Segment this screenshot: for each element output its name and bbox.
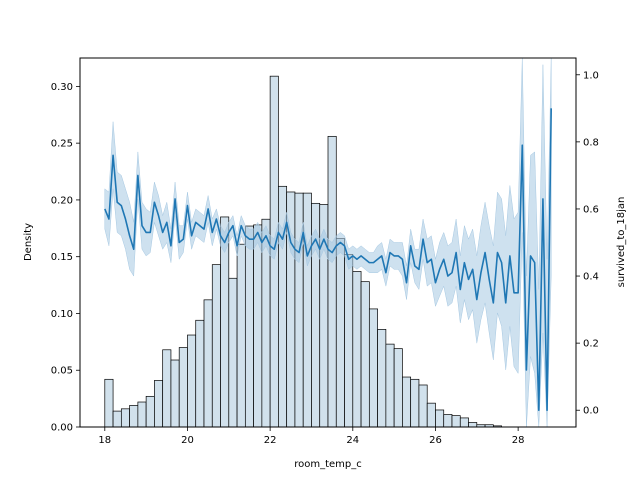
left-y-tick-label: 0.15	[51, 252, 73, 263]
histogram-bar	[154, 380, 164, 428]
histogram-bar	[368, 308, 378, 428]
histogram-bar	[352, 271, 362, 428]
histogram-bar	[129, 405, 139, 428]
right-y-tick-label: 0.6	[583, 204, 599, 215]
histogram-bar	[402, 376, 412, 428]
histogram-bar	[211, 264, 221, 428]
plot-frame	[79, 57, 577, 428]
left-y-tick-label: 0.25	[51, 139, 73, 150]
histogram-bar	[187, 334, 197, 428]
histogram-bar	[228, 277, 238, 428]
histogram-bar	[120, 408, 130, 428]
histogram-bar	[327, 135, 337, 428]
histogram-bar	[385, 343, 395, 428]
histogram-bar	[459, 417, 469, 428]
histogram-bar	[236, 243, 246, 428]
histogram-bar	[443, 414, 453, 428]
histogram-bar	[253, 224, 263, 428]
survival-line-path	[104, 108, 552, 412]
left-y-axis-ticks: 0.00 0.05 0.10 0.15 0.20 0.25 0.30	[51, 82, 80, 434]
histogram-bar	[162, 349, 172, 428]
confidence-band	[104, 57, 552, 428]
histogram-bar	[195, 319, 205, 428]
survival-line	[104, 108, 552, 412]
histogram-bar	[344, 254, 354, 428]
histogram-bar	[451, 415, 461, 428]
histogram-bar	[178, 347, 188, 428]
right-y-axis-ticks: 0.0 0.2 0.4 0.6 0.8 1.0	[576, 70, 599, 417]
histogram-bar	[410, 378, 420, 428]
left-y-tick-label: 0.00	[51, 423, 73, 434]
histogram-bar	[335, 238, 345, 428]
histogram-bar	[426, 402, 436, 428]
histogram-bar	[468, 422, 478, 428]
right-y-tick-label: 1.0	[583, 70, 599, 81]
right-y-tick-label: 0.8	[583, 137, 599, 148]
histogram-bar	[137, 401, 147, 428]
histogram-bar	[360, 281, 370, 428]
histogram-bar	[393, 348, 403, 428]
left-y-tick-label: 0.10	[51, 309, 73, 320]
x-tick-label: 26	[429, 435, 442, 446]
histogram-bar	[418, 384, 428, 428]
right-y-axis-label: survived_to_18jan	[616, 197, 627, 288]
x-tick-label: 18	[98, 435, 111, 446]
right-y-tick-label: 0.0	[583, 406, 599, 417]
x-axis-label: room_temp_c	[294, 459, 362, 470]
right-y-tick-label: 0.4	[583, 272, 599, 283]
histogram-bar	[104, 378, 114, 428]
x-tick-label: 20	[181, 435, 194, 446]
confidence-band-area	[104, 57, 552, 428]
right-y-tick-label: 0.2	[583, 339, 599, 350]
histogram-bar	[203, 299, 213, 428]
x-tick-label: 28	[512, 435, 525, 446]
histogram-bar	[145, 395, 155, 428]
left-y-tick-label: 0.30	[51, 82, 73, 93]
x-tick-label: 24	[346, 435, 359, 446]
left-y-tick-label: 0.20	[51, 195, 73, 206]
histogram-bar	[435, 409, 445, 428]
x-axis-ticks: 18 20 22 24 26 28	[98, 427, 525, 446]
histogram-bar	[377, 329, 387, 428]
x-tick-label: 22	[264, 435, 277, 446]
histogram-bar	[112, 410, 122, 428]
left-y-tick-label: 0.05	[51, 366, 73, 377]
left-y-axis-label: Density	[23, 223, 34, 261]
histogram-bar	[170, 359, 180, 428]
histogram-bar	[244, 225, 254, 428]
